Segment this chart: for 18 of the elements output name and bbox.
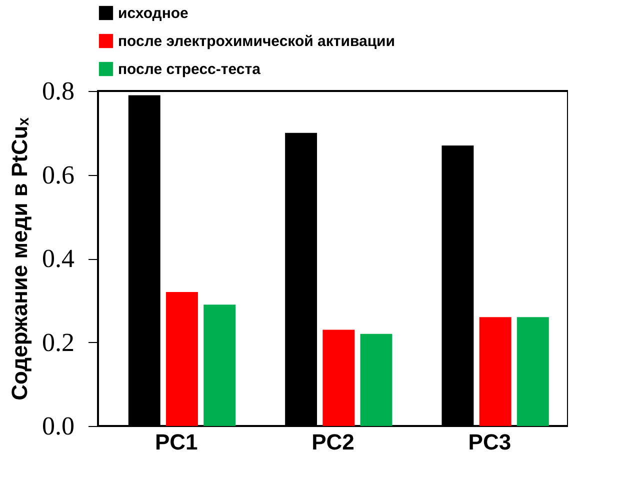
- legend-label: после электрохимической активации: [118, 33, 395, 50]
- x-tick-label: PC3: [468, 430, 512, 454]
- bar: [322, 330, 355, 426]
- bar: [479, 317, 512, 426]
- y-tick-label: 0.4: [42, 244, 74, 273]
- legend-label: исходное: [118, 5, 188, 22]
- y-axis-title: Содержание меди в PtCuₓ: [7, 116, 32, 400]
- bar: [204, 304, 236, 426]
- y-tick-label: 0.8: [42, 76, 74, 106]
- bar: [166, 292, 198, 426]
- y-tick-label: 0.6: [42, 160, 74, 190]
- y-tick-label: 0.2: [42, 328, 74, 357]
- legend-label: после стресс-теста: [118, 61, 262, 78]
- x-tick-label: PC2: [312, 430, 354, 454]
- bar: [360, 334, 392, 426]
- x-tick-label: PC1: [154, 430, 198, 454]
- y-tick-label: 0.0: [42, 412, 74, 440]
- bar: [516, 317, 549, 426]
